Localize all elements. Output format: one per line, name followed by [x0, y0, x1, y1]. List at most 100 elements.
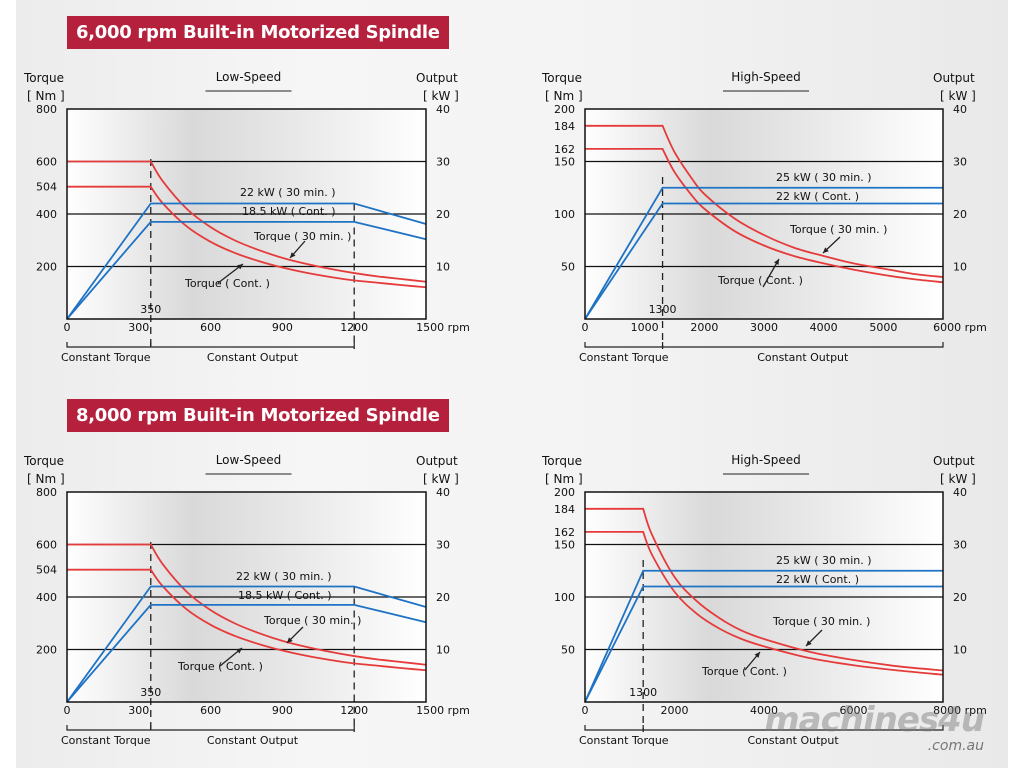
y2-axis-unit: [ kW ]	[940, 89, 976, 103]
chart-1: Torque[ Nm ]Output[ kW ]High-Speed200184…	[541, 70, 987, 364]
x-tick-label: 1000	[631, 321, 659, 334]
x-tick-label: 0	[64, 704, 71, 717]
y2-tick-label: 20	[953, 591, 967, 604]
series-22-kw-cont-	[584, 202, 943, 320]
y-tick-label: 200	[36, 261, 57, 274]
base-speed-label: 350	[140, 303, 161, 316]
region-bracket	[66, 342, 355, 348]
arrow-head-icon	[774, 259, 779, 265]
y2-tick-label: 40	[436, 103, 450, 116]
y2-tick-label: 20	[436, 591, 450, 604]
annotation-torque-30min: Torque ( 30 min. )	[253, 230, 351, 243]
y2-tick-label: 10	[436, 644, 450, 657]
annotation-output-30min: 25 kW ( 30 min. )	[776, 554, 872, 567]
y-tick-label: 504	[36, 564, 57, 577]
series-torque-cont-	[67, 568, 427, 672]
series-torque-cont-	[67, 185, 427, 289]
plot-frame	[66, 108, 427, 320]
series-torque-30-min-	[67, 160, 427, 283]
annotation-output-cont: 18.5 kW ( Cont. )	[238, 589, 332, 602]
series-22-kw-30-min-	[66, 202, 427, 320]
region-label-constant-torque: Constant Torque	[579, 734, 669, 747]
y-tick-label: 184	[554, 120, 575, 133]
annotation-output-cont: 18.5 kW ( Cont. )	[242, 205, 336, 218]
annotation-torque-30min: Torque ( 30 min. )	[772, 615, 870, 628]
y-tick-label: 600	[36, 539, 57, 552]
series-18-5-kw-cont-	[66, 220, 427, 320]
x-tick-label: 6000 rpm	[933, 321, 987, 334]
series-18-5-kw-cont-	[66, 603, 427, 703]
y-tick-label: 200	[36, 644, 57, 657]
y2-tick-label: 20	[436, 208, 450, 221]
y2-tick-label: 30	[436, 539, 450, 552]
plot-frame	[584, 108, 944, 320]
arrow-head-icon	[287, 637, 293, 643]
series-25-kw-30-min-	[584, 186, 943, 320]
annotation-output-cont: 22 kW ( Cont. )	[776, 190, 859, 203]
series-22-kw-30-min-	[66, 585, 427, 703]
arrow-head-icon	[236, 648, 242, 654]
banner-8000rpm: 8,000 rpm Built-in Motorized Spindle	[67, 399, 449, 432]
watermark-domain: .com.au	[927, 738, 984, 754]
annotation-torque-30min: Torque ( 30 min. )	[789, 223, 887, 236]
chart-0: Torque [ Nm ] Output [ kW ] Low-Speed 800 600 5…	[23, 70, 470, 364]
y2-tick-label: 40	[953, 486, 967, 499]
y-axis-unit: [ Nm ]	[27, 472, 65, 486]
x-tick-label: 600	[200, 321, 221, 334]
y-tick-label: 800	[36, 103, 57, 116]
region-label-constant-output: Constant Output	[207, 734, 299, 747]
region-bracket	[584, 725, 944, 731]
annotation-torque-cont: Torque ( Cont. )	[717, 274, 803, 287]
y-axis-title: Torque	[541, 454, 582, 468]
x-tick-label: 6000	[840, 704, 868, 717]
arrow-head-icon	[237, 264, 243, 270]
y-tick-label: 184	[554, 503, 575, 516]
y-axis-unit: [ Nm ]	[545, 89, 583, 103]
plot-frame	[584, 491, 944, 703]
base-speed-label: 1300	[649, 303, 677, 316]
x-tick-label: 900	[272, 321, 293, 334]
y-tick-label: 400	[36, 208, 57, 221]
y-tick-label: 400	[36, 591, 57, 604]
y2-axis-title: Output	[933, 71, 975, 85]
base-speed-label: 1300	[629, 686, 657, 699]
region-label-constant-torque: Constant Torque	[579, 351, 669, 364]
y2-axis-title: Output	[933, 454, 975, 468]
region-label-constant-output: Constant Output	[207, 351, 299, 364]
y-tick-label: 150	[554, 539, 575, 552]
region-label-constant-output: Constant Output	[748, 734, 840, 747]
y2-axis-title: Output	[416, 71, 458, 85]
y2-tick-label: 40	[436, 486, 450, 499]
x-tick-label: 8000 rpm	[933, 704, 987, 717]
x-tick-label: 5000	[869, 321, 897, 334]
chart-title: High-Speed	[731, 70, 801, 84]
y-tick-label: 504	[36, 181, 57, 194]
y2-tick-label: 30	[436, 156, 450, 169]
x-tick-label: 2000	[690, 321, 718, 334]
series-22-kw-cont-	[584, 585, 943, 703]
x-tick-label: 4000	[810, 321, 838, 334]
x-tick-label: 900	[272, 704, 293, 717]
series-25-kw-30-min-	[584, 569, 943, 703]
series-torque-cont-	[585, 531, 944, 676]
chart-3: Torque[ Nm ]Output[ kW ]High-Speed200184…	[541, 453, 987, 747]
annotation-output-30min: 25 kW ( 30 min. )	[776, 171, 872, 184]
y2-axis-unit: [ kW ]	[423, 472, 459, 486]
series-torque-30-min-	[67, 543, 427, 666]
arrow-head-icon	[823, 247, 829, 253]
region-label-constant-torque: Constant Torque	[61, 734, 151, 747]
y2-axis-unit: [ kW ]	[940, 472, 976, 486]
x-tick-label: 0	[582, 321, 589, 334]
chart-2: Torque [ Nm ] Output [ kW ] Low-Speed 800 600 5…	[23, 453, 470, 747]
y-axis-title: Torque	[23, 454, 64, 468]
annotation-torque-cont: Torque ( Cont. )	[701, 665, 787, 678]
x-tick-label: 1500 rpm	[416, 704, 470, 717]
y2-tick-label: 10	[436, 261, 450, 274]
x-tick-label: 1500 rpm	[416, 321, 470, 334]
banner-6000rpm: 6,000 rpm Built-in Motorized Spindle	[67, 16, 449, 49]
x-tick-label: 3000	[750, 321, 778, 334]
y-axis-unit: [ Nm ]	[545, 472, 583, 486]
chart-title: High-Speed	[731, 453, 801, 467]
watermark-logo: machines4u	[764, 700, 985, 740]
